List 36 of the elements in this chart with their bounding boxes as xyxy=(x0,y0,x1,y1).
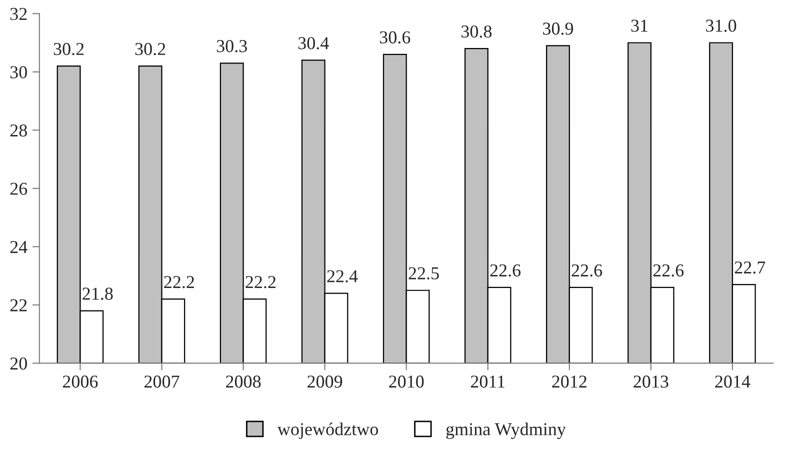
data-label: 31 xyxy=(631,20,648,32)
x-tick-label: 2012 xyxy=(552,376,586,388)
data-label: 30.2 xyxy=(54,42,84,56)
x-tick-label: 2008 xyxy=(226,376,261,388)
data-label: 30.8 xyxy=(462,25,492,38)
data-label: 30.2 xyxy=(135,42,166,56)
data-label: 22.6 xyxy=(572,264,602,277)
data-label: 21.8 xyxy=(82,288,113,300)
data-label: 22.5 xyxy=(408,267,439,280)
y-tick-label: 32 xyxy=(10,8,27,20)
data-label: 22.7 xyxy=(734,261,766,274)
data-label: 22.6 xyxy=(653,264,684,277)
y-tick-label: 24 xyxy=(10,240,28,253)
data-label: 22.6 xyxy=(490,264,521,277)
data-label: 22.4 xyxy=(327,270,358,282)
x-tick-label: 2011 xyxy=(470,376,504,388)
legend-label: gmina Wydminy xyxy=(446,422,566,440)
y-tick-label: 28 xyxy=(10,124,27,137)
y-tick-label: 26 xyxy=(10,182,28,195)
y-tick-label: 22 xyxy=(10,299,27,312)
y-tick-label: 20 xyxy=(10,357,27,370)
data-label: 30.6 xyxy=(380,31,410,44)
x-tick-label: 2010 xyxy=(389,376,424,388)
x-tick-label: 2013 xyxy=(634,376,668,388)
data-label: 30.3 xyxy=(216,40,247,52)
x-tick-label: 2009 xyxy=(308,376,342,388)
data-label: 30.4 xyxy=(298,37,329,50)
data-label: 30.9 xyxy=(543,22,574,35)
y-tick-label: 30 xyxy=(10,66,27,78)
data-label: 22.2 xyxy=(246,276,276,288)
x-tick-label: 2006 xyxy=(62,376,98,388)
legend-label: województwo xyxy=(277,422,378,439)
data-label: 22.2 xyxy=(164,276,194,288)
x-tick-label: 2007 xyxy=(144,376,180,388)
data-label: 31.0 xyxy=(706,20,736,32)
x-tick-label: 2014 xyxy=(715,376,750,388)
